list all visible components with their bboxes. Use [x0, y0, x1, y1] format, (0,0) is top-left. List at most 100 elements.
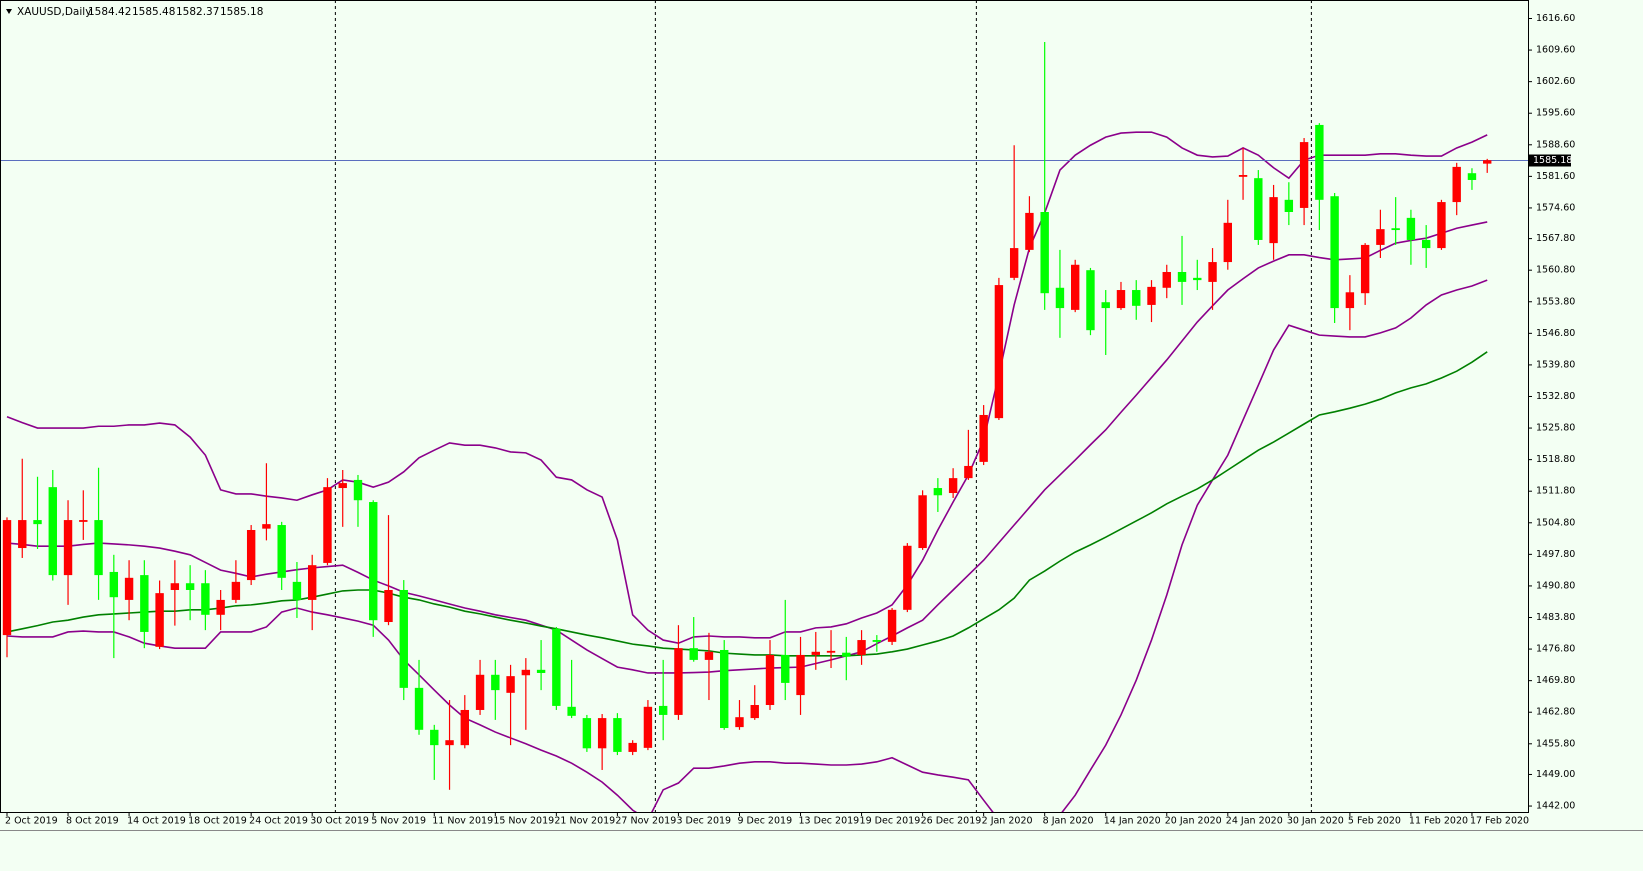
x-tick-label: 3 Dec 2019 [676, 816, 731, 827]
y-tick-label: 1469.80 [1536, 675, 1575, 686]
candle-body [277, 525, 286, 578]
candle-body [750, 705, 759, 719]
candle-body [445, 740, 454, 746]
candle-body [1223, 222, 1232, 263]
x-tick-label: 30 Jan 2020 [1287, 816, 1344, 827]
y-tick-label: 1455.80 [1536, 738, 1575, 749]
x-tick-label: 9 Dec 2019 [737, 816, 792, 827]
candle-body [536, 669, 546, 673]
y-tick-label: 1449.00 [1536, 769, 1575, 780]
candle-body [140, 575, 149, 632]
candle-body [79, 520, 88, 522]
x-tick-label: 15 Nov 2019 [493, 816, 554, 827]
x-tick-label: 2 Jan 2020 [982, 816, 1033, 827]
candle-body [933, 488, 943, 496]
candle-body [109, 571, 119, 598]
header-high: 1585.48 [132, 6, 175, 18]
x-tick-label: 30 Oct 2019 [310, 816, 369, 827]
candle-body [292, 581, 302, 600]
candle-body [613, 718, 622, 752]
candle-body [216, 599, 225, 615]
x-tick-label: 11 Nov 2019 [432, 816, 493, 827]
candle-body [582, 718, 592, 749]
candle-body [826, 650, 836, 653]
candle-body [1086, 270, 1095, 331]
x-tick-label: 20 Jan 2020 [1165, 816, 1222, 827]
candle-body [1193, 277, 1202, 281]
candle-body [262, 524, 271, 529]
candle-body [1315, 124, 1324, 200]
y-tick-label: 1581.60 [1536, 171, 1575, 182]
x-tick-label: 11 Feb 2020 [1409, 816, 1468, 827]
y-tick-label: 1595.60 [1536, 108, 1575, 119]
y-tick-label: 1539.80 [1536, 359, 1575, 370]
candle-body [323, 487, 332, 563]
x-tick-label: 26 Dec 2019 [921, 816, 982, 827]
price-label: 1585.18 [1533, 155, 1572, 166]
candle-body [1483, 160, 1492, 164]
candle-body [918, 495, 927, 549]
x-tick-label: 8 Oct 2019 [66, 816, 119, 827]
candle-body [384, 589, 393, 623]
candle-body [1284, 199, 1294, 212]
y-tick-label: 1476.80 [1536, 644, 1575, 655]
x-tick-label: 21 Nov 2019 [554, 816, 615, 827]
candle-body [1238, 175, 1248, 177]
indicator-line [6, 279, 1488, 812]
candle-body [658, 705, 668, 715]
y-tick-label: 1525.80 [1536, 423, 1575, 434]
candle-body [369, 502, 378, 621]
candle-body [1360, 244, 1370, 294]
x-tick-label: 5 Nov 2019 [371, 816, 426, 827]
candle-body [399, 589, 408, 688]
x-tick-label: 27 Nov 2019 [615, 816, 676, 827]
y-tick-label: 1567.80 [1536, 233, 1575, 244]
candle-body [1269, 197, 1278, 244]
candle-body [170, 583, 180, 590]
x-tick-label: 24 Oct 2019 [249, 816, 308, 827]
menu-arrow [6, 9, 12, 14]
candle-body [33, 520, 42, 525]
header-low: 1582.37 [176, 6, 219, 18]
candle-body [1162, 271, 1171, 288]
candle-body [1452, 166, 1461, 203]
candle-body [552, 628, 561, 706]
candle-body [308, 565, 317, 600]
candle-body [414, 687, 424, 730]
x-tick-label: 18 Oct 2019 [188, 816, 247, 827]
header-close: 1585.18 [220, 6, 263, 18]
x-tick-label: 14 Jan 2020 [1104, 816, 1161, 827]
candle-body [887, 609, 897, 642]
candle-body [643, 706, 653, 748]
candle-body [201, 583, 210, 615]
candle-body [842, 652, 851, 657]
candle-body [338, 483, 347, 489]
candle-body [1101, 302, 1110, 309]
candle-body [1147, 286, 1156, 305]
candle-body [964, 465, 973, 479]
y-tick-label: 1518.80 [1536, 454, 1575, 465]
candle-body [903, 545, 912, 610]
header-open: 1584.42 [88, 6, 131, 18]
indicator-line [6, 131, 1488, 645]
candle-body [720, 649, 729, 729]
y-tick-label: 1532.80 [1536, 391, 1575, 402]
price-label-box [1529, 154, 1571, 167]
y-tick-label: 1462.80 [1536, 707, 1575, 718]
candle-body [872, 640, 882, 642]
candle-body [781, 654, 790, 683]
candle-body [475, 674, 485, 710]
y-tick-label: 1497.80 [1536, 549, 1575, 560]
candle-body [765, 654, 775, 706]
candle-body [689, 648, 698, 660]
x-tick-label: 14 Oct 2019 [127, 816, 186, 827]
candle-body [1437, 202, 1446, 249]
candle-body [597, 718, 607, 749]
candle-body [353, 479, 363, 501]
x-tick-label: 17 Feb 2020 [1470, 816, 1529, 827]
candle-body [1132, 290, 1141, 306]
candle-body [994, 285, 1004, 419]
candle-body [811, 651, 820, 655]
candle-body [506, 676, 515, 693]
candle-body [124, 577, 134, 600]
